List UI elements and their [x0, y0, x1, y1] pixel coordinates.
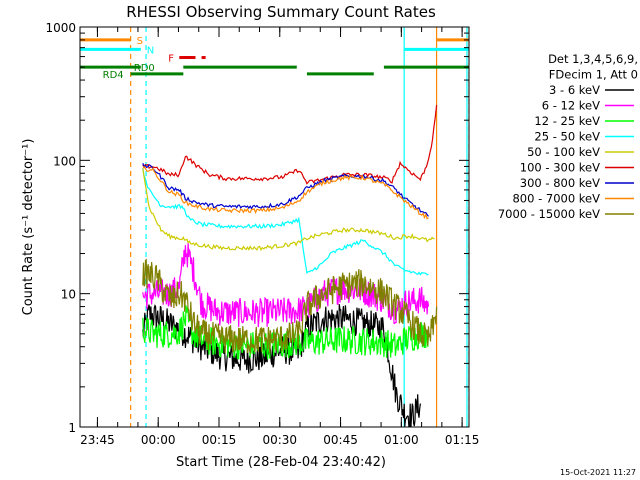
- series-line-50-100-kev: [142, 168, 435, 252]
- timestamp-label: 15-Oct-2021 11:27: [560, 468, 636, 477]
- legend-label-12-25-kev: 12 - 25 keV: [534, 114, 600, 128]
- legend-label-800-7000-kev: 800 - 7000 keV: [512, 192, 600, 206]
- y-tick-label-1000: 1000: [45, 21, 76, 35]
- x-axis-label: Start Time (28-Feb-04 23:40:42): [176, 455, 386, 470]
- vertical-markers: [130, 27, 469, 427]
- x-tick-label-00-45: 00:45: [323, 433, 358, 447]
- x-tick-label-01-00: 01:00: [384, 433, 419, 447]
- legend-label-7000-15000-kev: 7000 - 15000 keV: [498, 207, 600, 221]
- series-line-25-50-kev: [142, 167, 429, 276]
- legend-label-25-50-kev: 25 - 50 keV: [534, 130, 600, 144]
- y-axis-label: Count Rate (s⁻¹ detector⁻¹): [21, 139, 36, 316]
- series-line-300-800-kev: [142, 162, 429, 217]
- legend-label-300-800-kev: 300 - 800 keV: [520, 176, 600, 190]
- flag-label-n: N: [147, 45, 154, 56]
- legend-header-line-2: FDecim 1, Att 0: [549, 68, 638, 82]
- x-tick-label-00-00: 00:00: [141, 433, 176, 447]
- legend-label-6-12-kev: 6 - 12 keV: [542, 99, 600, 113]
- y-tick-label-1: 1: [68, 421, 76, 435]
- legend-header-line-1: Det 1,3,4,5,6,9,: [548, 52, 638, 66]
- legend-label-50-100-kev: 50 - 100 keV: [527, 145, 600, 159]
- flag-label-rd0: RD0: [134, 63, 155, 74]
- y-tick-label-10: 10: [61, 288, 76, 302]
- plot-frame: [79, 26, 470, 428]
- flag-label-rd4: RD4: [103, 70, 124, 81]
- x-tick-label-01-15: 01:15: [445, 433, 480, 447]
- chart-title: RHESSI Observing Summary Count Rates: [126, 3, 436, 21]
- series-line-800-7000-kev: [142, 165, 429, 220]
- axes: 23:45 00:00 00:15 00:30 00:45 01:00 01:15 1 10 10…: [45, 21, 479, 447]
- flag-bars: [80, 38, 469, 76]
- series-line-7000-15000-kev: [142, 258, 438, 355]
- legend-label-3-6-kev: 3 - 6 keV: [549, 83, 600, 97]
- x-tick-label-23-45: 23:45: [80, 433, 115, 447]
- x-tick-label-00-15: 00:15: [202, 433, 237, 447]
- series-line-6-12-kev: [142, 241, 430, 328]
- flag-label-s: S: [137, 36, 143, 47]
- flag-labels: SN F RD0 RD4: [103, 36, 175, 81]
- series-line-100-300-kev: [142, 104, 438, 185]
- legend-label-100-300-kev: 100 - 300 keV: [520, 161, 600, 175]
- legend: Det 1,3,4,5,6,9, FDecim 1, Att 03 - 6 keV…: [498, 52, 638, 221]
- y-tick-label-100: 100: [53, 154, 76, 168]
- flag-label-f: F: [168, 54, 174, 65]
- x-tick-label-00-30: 00:30: [262, 433, 297, 447]
- series-lines: [142, 104, 438, 427]
